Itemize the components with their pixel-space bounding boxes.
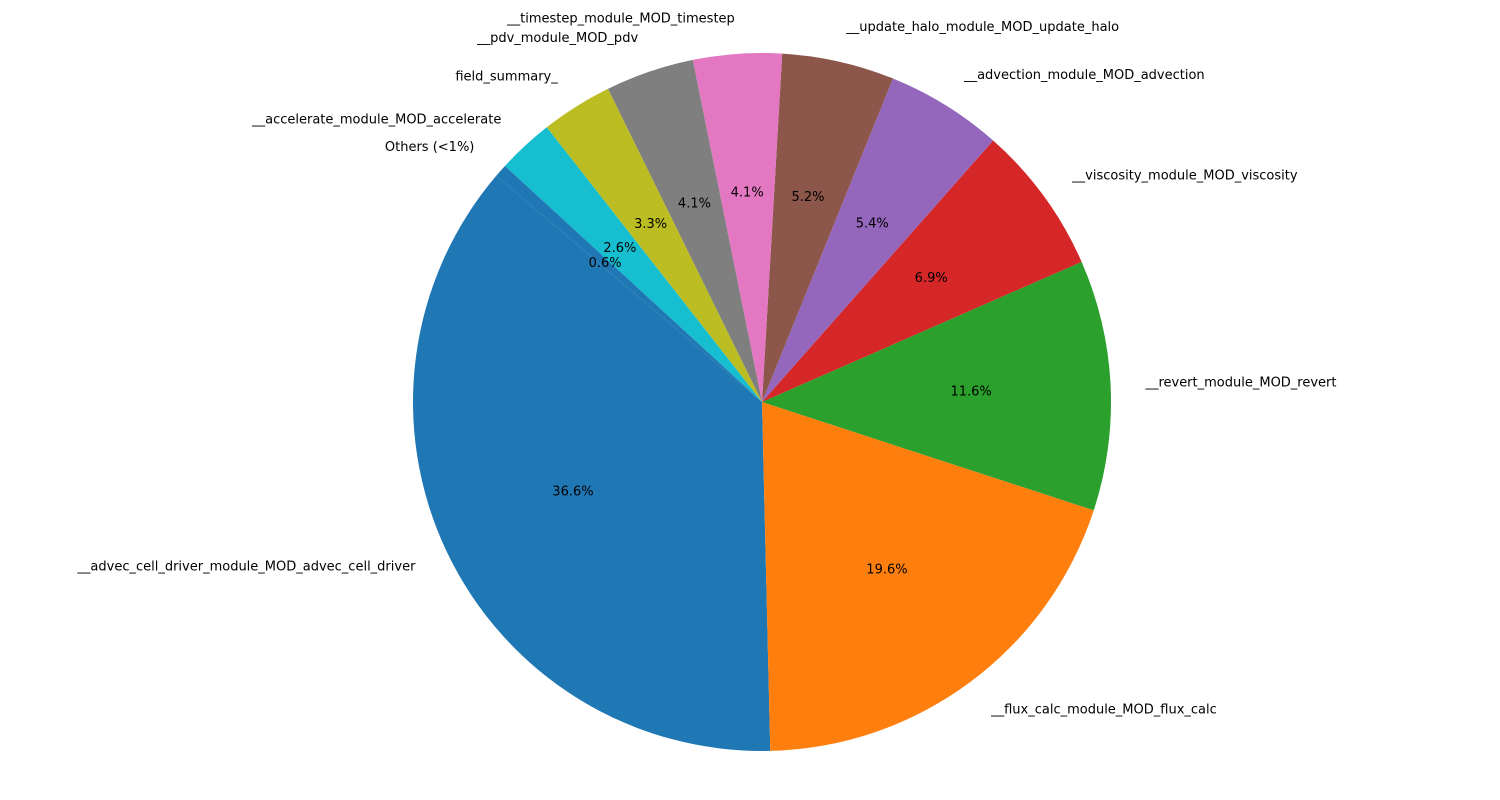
pct-label: 2.6% [603, 241, 636, 256]
pie-slice [762, 140, 1082, 402]
pie-slice [546, 88, 762, 403]
slice-label: __timestep_module_MOD_timestep [506, 12, 735, 27]
pie-slice [762, 402, 1094, 751]
pct-label: 19.6% [866, 563, 907, 578]
pie-slice [607, 59, 762, 403]
slice-label: __revert_module_MOD_revert [1144, 376, 1336, 391]
slice-label: __accelerate_module_MOD_accelerate [251, 113, 501, 128]
pct-label: 4.1% [731, 186, 764, 201]
slice-label: __advec_cell_driver_module_MOD_advec_cel… [76, 560, 416, 575]
slice-label: __pdv_module_MOD_pdv [476, 31, 638, 46]
slice-label: __advection_module_MOD_advection [963, 68, 1205, 83]
pie-slice [496, 165, 762, 402]
slice-label: __flux_calc_module_MOD_flux_calc [990, 703, 1217, 718]
pct-label: 4.1% [678, 196, 711, 211]
pie-slice [762, 53, 893, 402]
pct-label: 6.9% [915, 271, 948, 286]
pct-label: 3.3% [634, 217, 667, 232]
pie-slice [692, 53, 783, 403]
slice-label: __viscosity_module_MOD_viscosity [1071, 168, 1298, 183]
pie-slice [762, 78, 994, 403]
pct-label: 5.2% [791, 190, 824, 205]
slice-label: field_summary_ [455, 69, 558, 84]
slice-label: __update_halo_module_MOD_update_halo [845, 20, 1119, 35]
pct-label: 0.6% [589, 256, 622, 271]
pct-label: 5.4% [856, 216, 889, 231]
pie-slice [413, 175, 771, 751]
pct-label: 36.6% [552, 485, 593, 500]
slice-label: Others (<1%) [385, 140, 474, 155]
pct-label: 11.6% [950, 384, 991, 399]
pie-slice [762, 261, 1111, 511]
pie-slice [504, 127, 762, 403]
